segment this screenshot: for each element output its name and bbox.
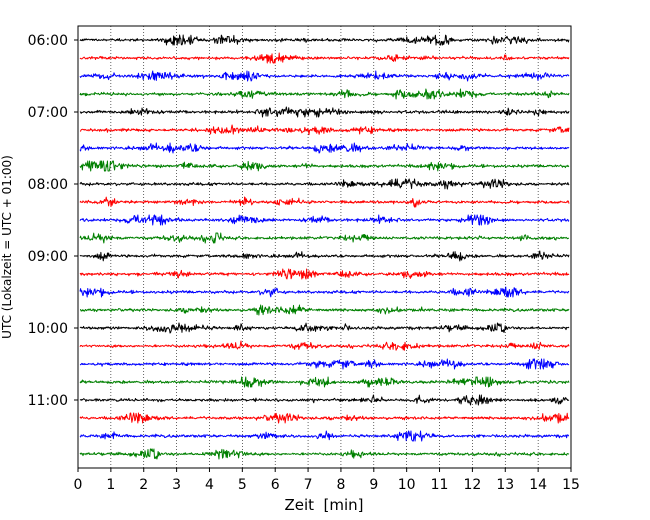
x-tick-label-14: 14 [529,477,547,493]
y-tick-label-1: 07:00 [28,105,68,121]
x-tick-label-8: 8 [336,477,345,493]
trace-line-3 [79,88,570,100]
trace-series [79,34,570,460]
trace-line-2 [79,70,570,82]
y-axis: 06:00 07:00 08:00 09:00 10:00 11:00 [28,33,78,409]
trace-line-23 [79,448,570,460]
trace-line-0 [79,34,570,46]
trace-line-11 [79,232,570,244]
x-tick-label-9: 9 [369,477,378,493]
trace-line-9 [79,196,570,208]
y-tick-label-3: 09:00 [28,249,68,265]
x-tick-label-4: 4 [205,477,214,493]
trace-line-22 [79,430,570,442]
y-tick-label-4: 10:00 [28,321,68,337]
trace-line-12 [79,250,570,262]
trace-line-18 [79,358,570,370]
trace-line-10 [79,214,570,226]
y-tick-label-5: 11:00 [28,393,68,409]
x-axis-title: Zeit [min] [284,496,363,514]
trace-line-20 [79,394,570,406]
x-tick-label-7: 7 [304,477,313,493]
x-tick-label-6: 6 [271,477,280,493]
trace-line-13 [79,268,570,280]
trace-line-1 [79,52,570,64]
y-tick-label-0: 06:00 [28,33,68,49]
x-axis: 0 1 2 3 4 5 6 7 8 9 10 11 12 13 14 15 [74,468,580,493]
y-tick-label-2: 08:00 [28,177,68,193]
trace-line-19 [79,376,570,388]
x-tick-label-12: 12 [463,477,481,493]
trace-line-6 [79,142,570,154]
x-tick-label-2: 2 [139,477,148,493]
trace-line-4 [79,106,570,118]
x-tick-label-11: 11 [431,477,449,493]
plot-frame [77,25,572,469]
y-axis-title: UTC (Lokalzeit = UTC + 01:00) [0,155,14,339]
trace-line-7 [79,160,570,172]
x-tick-label-3: 3 [172,477,181,493]
x-tick-label-15: 15 [562,477,580,493]
x-tick-label-1: 1 [106,477,115,493]
grid-lines [110,26,539,468]
trace-line-16 [79,322,570,334]
trace-line-14 [79,286,570,298]
x-tick-label-5: 5 [238,477,247,493]
trace-line-15 [79,304,570,316]
trace-line-21 [79,412,570,424]
trace-line-17 [79,340,570,351]
x-tick-label-13: 13 [496,477,514,493]
trace-line-5 [79,124,570,136]
x-tick-label-0: 0 [74,477,83,493]
x-tick-label-10: 10 [398,477,416,493]
trace-line-8 [79,178,570,190]
